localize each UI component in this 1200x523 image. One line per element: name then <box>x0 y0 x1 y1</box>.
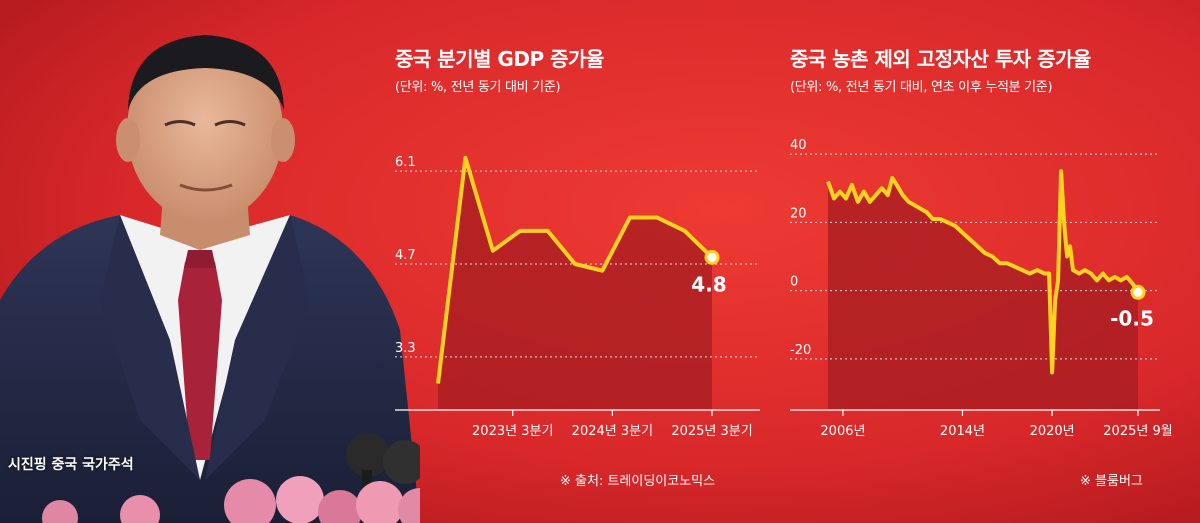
chart-subtitle: (단위: %, 전년 동기 대비 기준) <box>395 80 561 95</box>
y-tick-label: 6.1 <box>395 155 416 170</box>
x-tick-label: 2023년 3분기 <box>472 424 553 439</box>
x-tick-label: 2014년 <box>940 424 985 439</box>
gdp-chart: 3.3 4.7 6.1 2023년 3분기 2024년 3분기 2025년 3분기 4.8 <box>395 155 760 439</box>
x-tick-label: 2025년 9월 <box>1103 424 1172 439</box>
speaker-photo <box>0 35 420 523</box>
x-tick-label: 2025년 3분기 <box>671 424 752 439</box>
last-point-marker <box>1130 284 1146 300</box>
y-tick-label: 20 <box>790 206 807 221</box>
chart-title: 중국 분기별 GDP 증가율 <box>395 47 604 71</box>
x-tick-label: 2006년 <box>820 424 865 439</box>
chart-subtitle: (단위: %, 전년 동기 대비, 연초 이후 누적분 기준) <box>790 80 1053 95</box>
x-tick-label: 2020년 <box>1030 424 1075 439</box>
y-tick-label: -20 <box>790 343 811 358</box>
chart-source: ※ 블룸버그 <box>1080 474 1143 489</box>
y-tick-label: 40 <box>790 138 807 153</box>
y-tick-label: 3.3 <box>395 341 416 356</box>
last-point-marker <box>704 249 720 265</box>
chart-source: ※ 출처: 트레이딩이코노믹스 <box>560 474 716 489</box>
last-value-label: 4.8 <box>691 272 726 296</box>
y-tick-label: 0 <box>790 275 798 290</box>
fai-chart: -20 0 20 40 2006년 2014년 2020년 2025년 9월 -0.5 <box>790 138 1173 439</box>
y-tick-label: 4.7 <box>395 248 416 263</box>
last-value-label: -0.5 <box>1110 306 1154 330</box>
photo-caption: 시진핑 중국 국가주석 <box>8 457 134 473</box>
area-fill <box>438 157 712 410</box>
chart-title: 중국 농촌 제외 고정자산 투자 증가율 <box>790 47 1091 71</box>
series-line <box>826 169 1140 375</box>
x-tick-label: 2024년 3분기 <box>572 424 653 439</box>
